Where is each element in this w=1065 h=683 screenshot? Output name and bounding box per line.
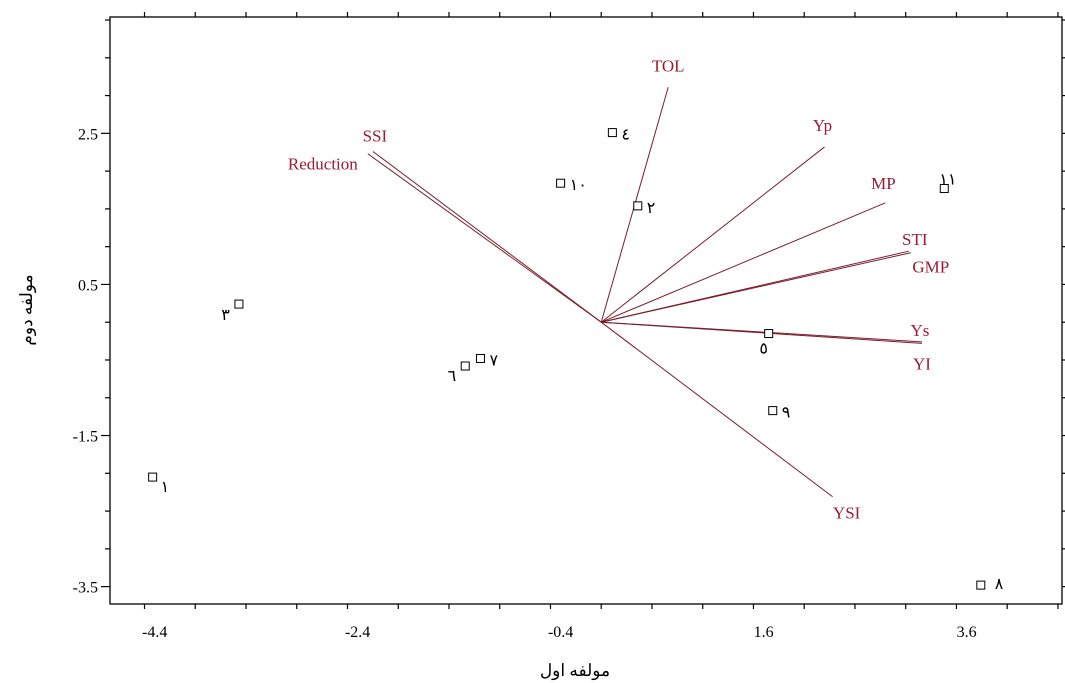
point-marker	[607, 128, 617, 138]
point-label: ٤	[621, 127, 630, 144]
vector-line	[600, 146, 825, 323]
vector-label: STI	[902, 230, 928, 249]
vector-line	[601, 202, 886, 323]
vector-label: SSI	[363, 126, 388, 145]
x-tick-label: -0.4	[548, 624, 573, 641]
vector-line	[367, 153, 602, 323]
vector-label: GMP	[912, 258, 949, 277]
x-tick-label: -4.4	[142, 624, 167, 641]
vector-label: Ys	[910, 321, 929, 340]
vector-label: Reduction	[288, 155, 358, 174]
point-marker	[939, 183, 949, 193]
point-marker	[764, 329, 774, 339]
vector-lines: TOL Yp MP STI GMP Ys YI YSI SSI Reduction	[288, 56, 949, 522]
vector-line	[372, 151, 602, 323]
y-tick-label: -3.5	[73, 580, 98, 597]
point-label: ١١	[939, 171, 956, 188]
y-axis-title: مولفه دوم	[17, 274, 37, 345]
axis-ticks: -4.4 -2.4 -0.4 1.6 3.6 2.5 0.5 -1.5 -3.5	[73, 12, 1065, 641]
point-label: ٩	[782, 405, 791, 422]
vector-line	[600, 321, 833, 498]
x-axis-title: مولفه اول	[540, 661, 610, 681]
vector-label: YI	[913, 354, 931, 373]
point-label: ١	[161, 479, 170, 496]
vector-label: MP	[871, 174, 896, 193]
point-markers: ١ ٢ ٣ ٤ ٥ ٦ ٧ ٨ ٩ ١٠ ١١	[148, 127, 1004, 593]
vector-label: Yp	[813, 116, 832, 135]
point-label: ٦	[448, 368, 457, 385]
point-marker	[633, 201, 643, 211]
vector-line	[601, 321, 922, 344]
y-tick-label: 2.5	[78, 126, 98, 143]
point-label: ٨	[995, 576, 1004, 593]
point-label: ٣	[221, 307, 230, 324]
vector-line	[601, 252, 911, 323]
point-label: ٧	[489, 352, 498, 369]
point-marker	[768, 406, 778, 416]
point-marker	[148, 472, 158, 482]
point-label: ٢	[647, 200, 656, 217]
vector-label: YSI	[833, 504, 861, 523]
point-marker	[234, 299, 244, 309]
point-marker	[460, 361, 470, 371]
x-tick-label: -2.4	[345, 624, 370, 641]
x-tick-label: 3.6	[957, 624, 977, 641]
point-marker	[475, 353, 485, 363]
point-marker	[556, 178, 566, 188]
x-tick-label: 1.6	[754, 624, 774, 641]
y-tick-label: -1.5	[73, 429, 98, 446]
point-label: ١٠	[570, 177, 587, 194]
point-marker	[976, 580, 986, 590]
point-label: ٥	[759, 341, 768, 358]
y-tick-label: 0.5	[78, 277, 98, 294]
vector-label: TOL	[652, 56, 685, 75]
plot-frame	[109, 16, 1063, 605]
